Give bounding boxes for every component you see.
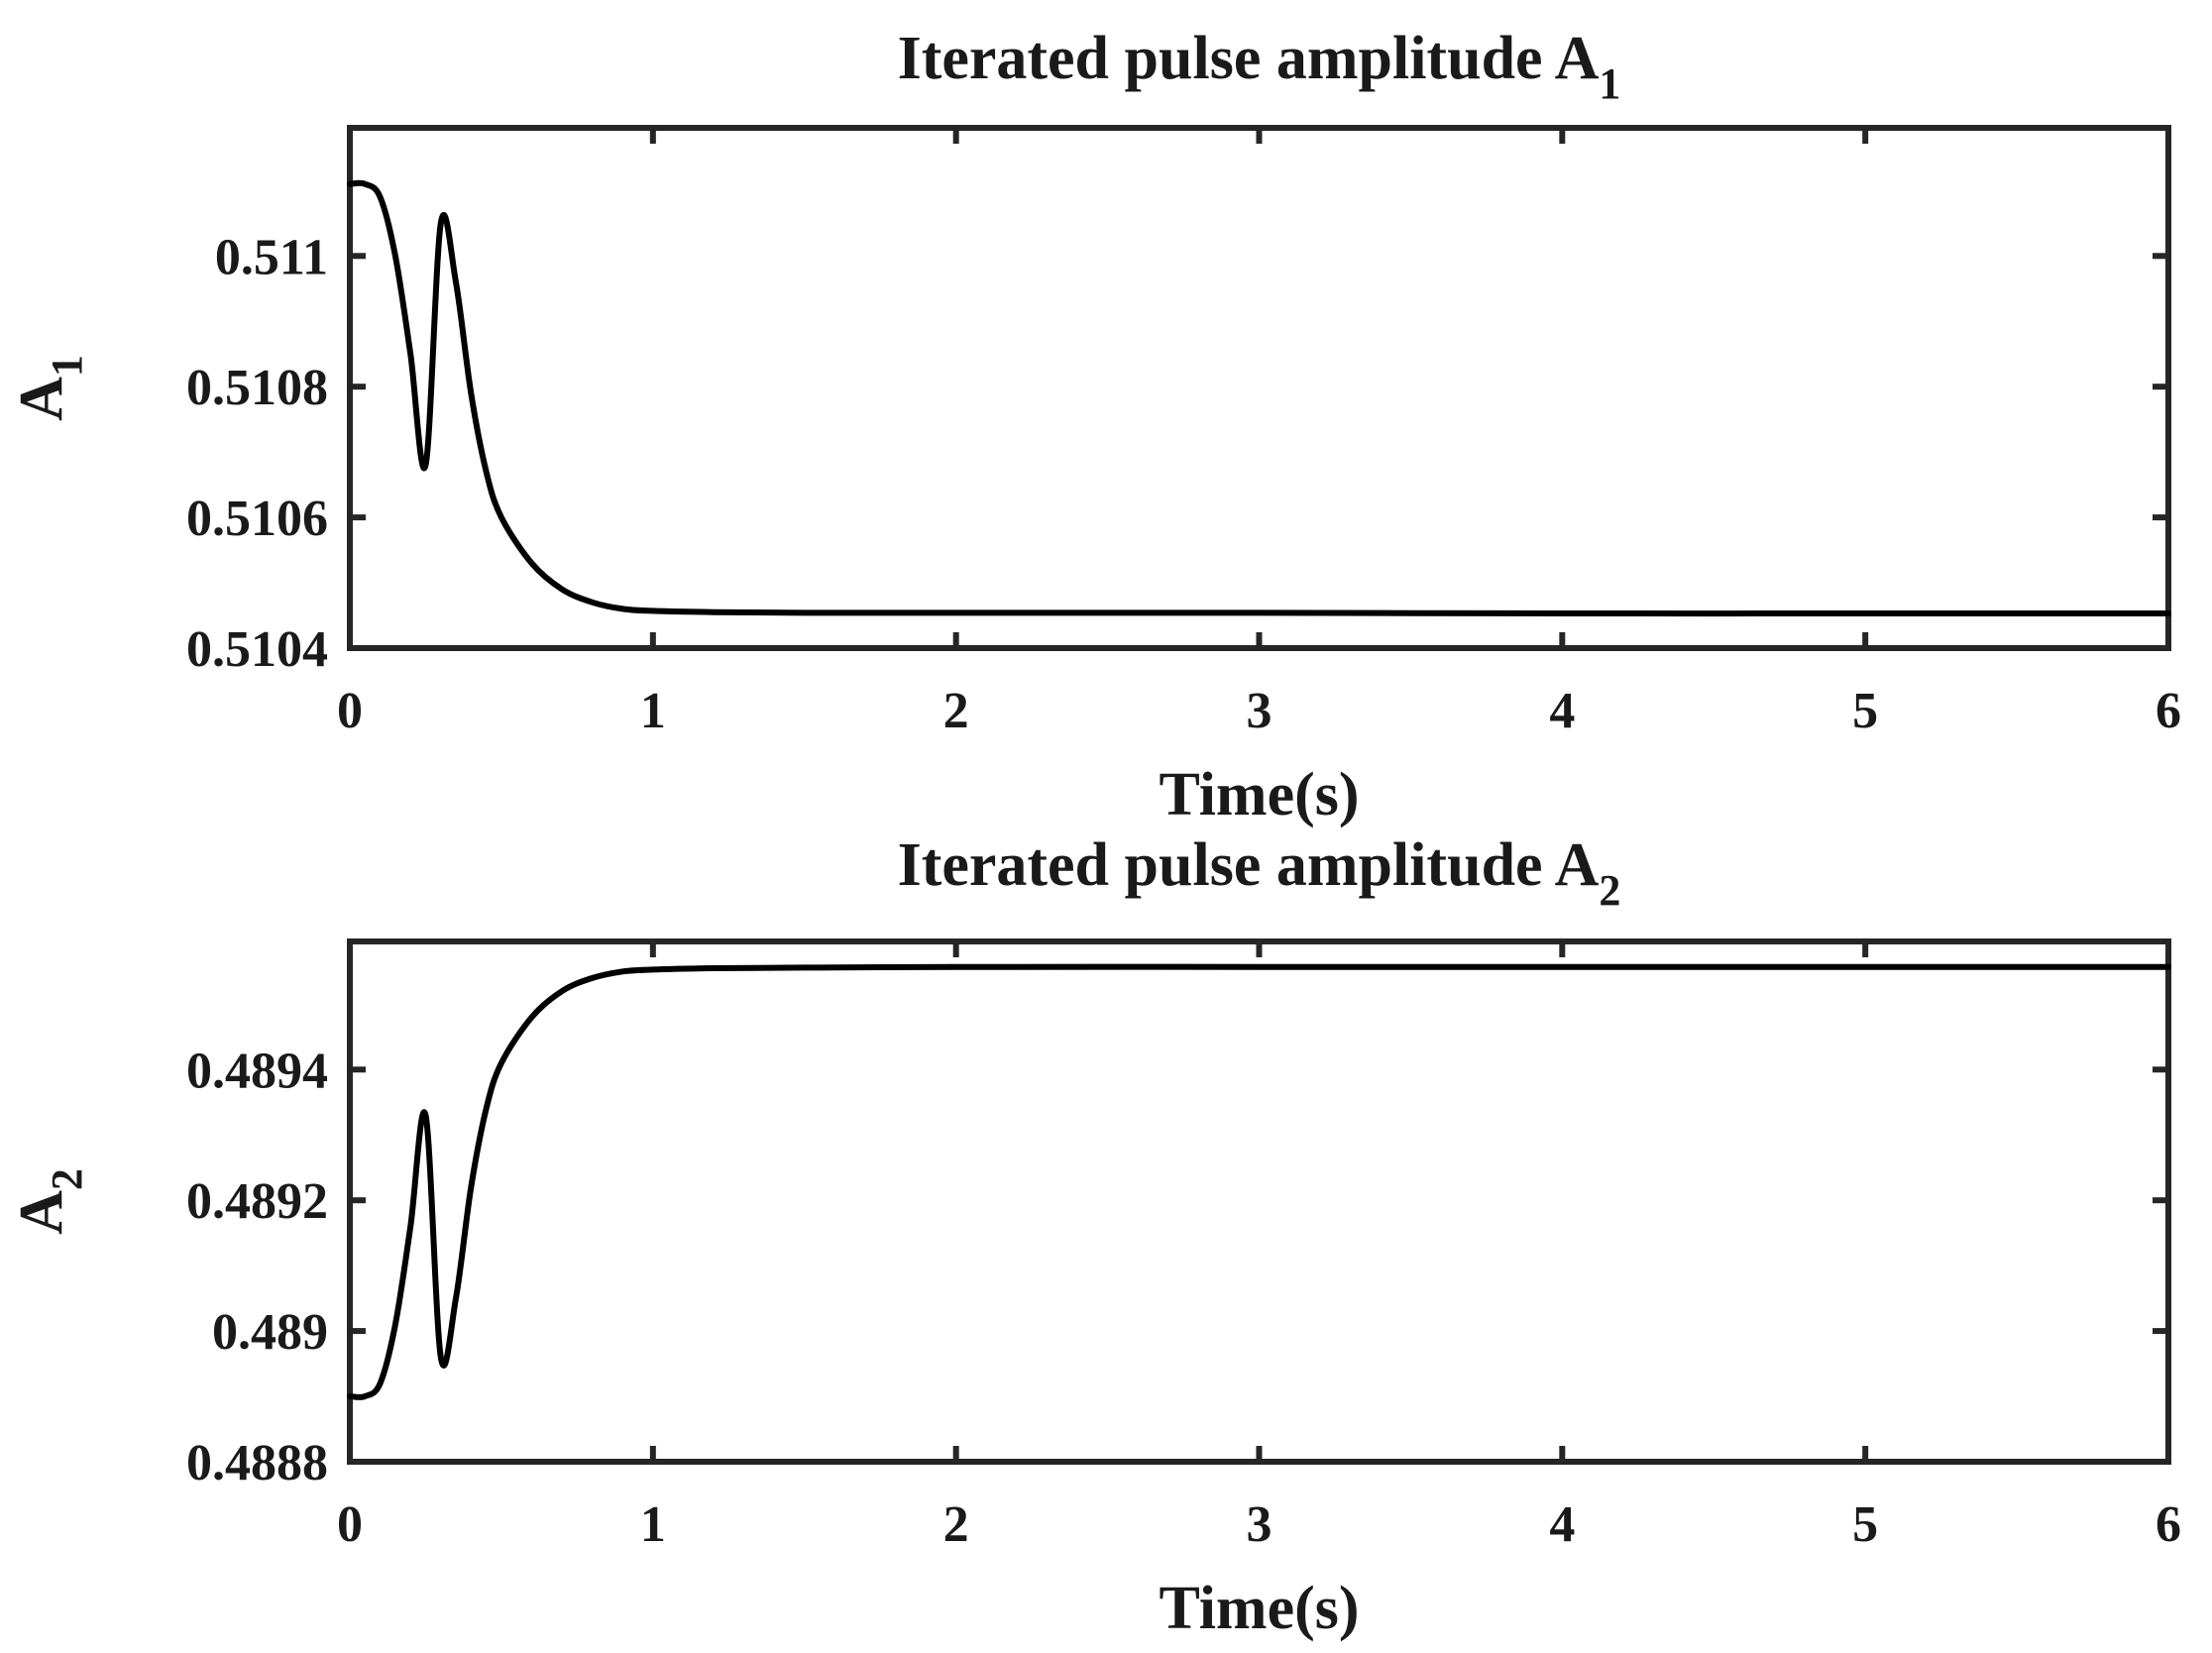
- x-tick-label: 3: [1247, 1496, 1272, 1553]
- x-tick-label: 5: [1852, 1496, 1878, 1553]
- y-tick-label: 0.511: [215, 229, 328, 285]
- title-subscript: 1: [1599, 59, 1620, 108]
- x-tick-label: 1: [640, 1496, 666, 1553]
- y-axis-label: A2: [8, 1168, 91, 1235]
- y-axis-label-text: A: [8, 377, 75, 421]
- y-tick-label: 0.4892: [186, 1173, 328, 1230]
- chart-a2: Iterated pulse amplitude A20 1 2 3 4 5 60.4888…: [8, 831, 2181, 1642]
- x-tick-label: 3: [1247, 683, 1272, 739]
- series-line-a1: [347, 179, 2171, 617]
- y-tick-label: 0.5108: [186, 360, 328, 416]
- axes-box: [347, 938, 2171, 1465]
- x-tick-label: 6: [2156, 683, 2181, 739]
- x-tick-label: 6: [2156, 1496, 2181, 1553]
- x-tick-label: 0: [337, 683, 363, 739]
- y-tick-label: 0.5106: [186, 491, 328, 547]
- chart-title: Iterated pulse amplitude A2: [898, 831, 1621, 915]
- y-tick-label: 0.489: [212, 1304, 328, 1361]
- x-axis-label: Time(s): [1159, 1575, 1359, 1642]
- y-axis-label-text: A: [8, 1190, 75, 1235]
- x-tick-label: 0: [337, 1496, 363, 1553]
- y-tick-label: 0.4894: [186, 1043, 328, 1099]
- chart-title: Iterated pulse amplitude A1: [898, 25, 1621, 108]
- y-axis-label-subscript: 1: [43, 355, 91, 377]
- y-tick-label: 0.4888: [186, 1435, 328, 1491]
- x-tick-label: 1: [640, 683, 666, 739]
- title-subscript: 2: [1599, 866, 1620, 915]
- chart-a1: Iterated pulse amplitude A10 1 2 3 4 5 60.5104…: [8, 25, 2181, 828]
- series-line-a2: [347, 963, 2171, 1400]
- y-axis-label-subscript: 2: [43, 1168, 91, 1190]
- y-axis-label: A1: [8, 355, 91, 421]
- title-text: Iterated pulse amplitude A: [898, 831, 1600, 899]
- x-tick-label: 5: [1852, 683, 1878, 739]
- axes-box: [347, 125, 2171, 651]
- x-tick-label: 2: [943, 683, 969, 739]
- x-tick-label: 4: [1549, 1496, 1575, 1553]
- title-text: Iterated pulse amplitude A: [898, 25, 1600, 92]
- y-tick-label: 0.5104: [186, 621, 328, 678]
- x-axis-label: Time(s): [1159, 761, 1359, 828]
- x-tick-label: 4: [1549, 683, 1575, 739]
- x-tick-label: 2: [943, 1496, 969, 1553]
